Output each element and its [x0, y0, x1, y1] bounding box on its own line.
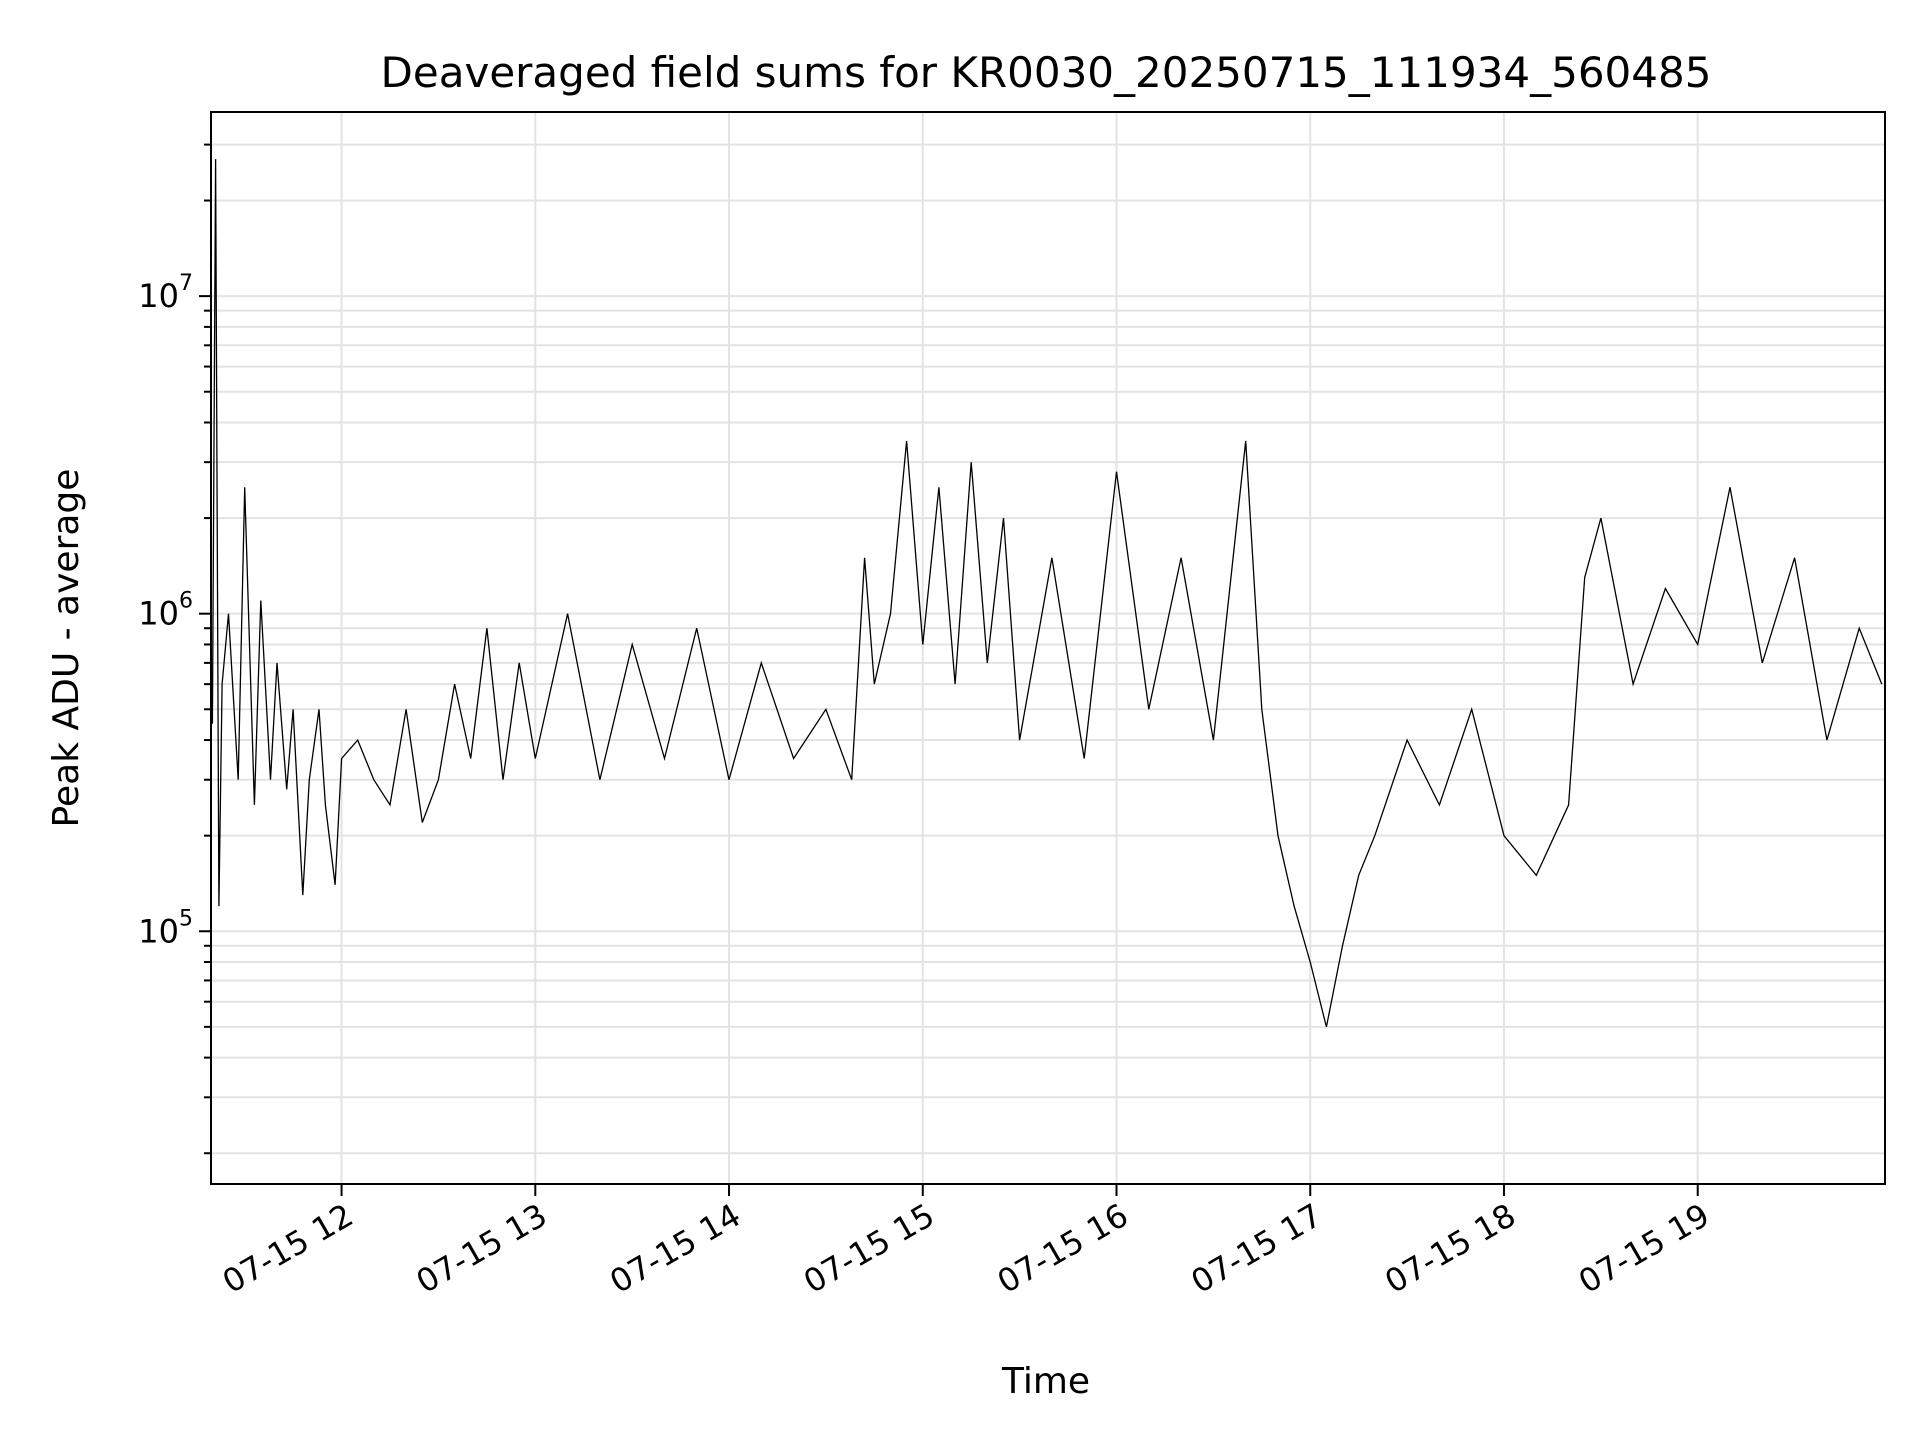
chart-title: Deaveraged field sums for KR0030_2025071… [381, 48, 1712, 97]
y-axis: 105 106 107 [138, 143, 211, 1155]
y-tick-label: 107 [138, 271, 193, 315]
x-tick-label: 07-15 18 [1378, 1196, 1522, 1301]
x-axis: 07-15 12 07-15 13 07-15 14 07-15 15 07-15 16… [216, 1184, 1716, 1301]
x-axis-label: Time [1001, 1361, 1090, 1402]
x-tick-label: 07-15 15 [797, 1196, 941, 1301]
x-tick-label: 07-15 16 [991, 1196, 1135, 1301]
x-tick-label: 07-15 17 [1185, 1196, 1329, 1301]
grid [211, 112, 1885, 1184]
y-tick-label: 106 [138, 589, 193, 633]
y-tick-label: 105 [138, 906, 193, 950]
series-line [211, 159, 1883, 1028]
y-axis-label: Peak ADU - average [46, 469, 87, 828]
plot-frame [210, 111, 1886, 1185]
series-layer [211, 159, 1883, 1028]
x-tick-label: 07-15 13 [410, 1196, 554, 1301]
x-tick-label: 07-15 12 [216, 1196, 360, 1301]
x-tick-label: 07-15 19 [1572, 1196, 1716, 1301]
x-tick-label: 07-15 14 [603, 1196, 747, 1301]
